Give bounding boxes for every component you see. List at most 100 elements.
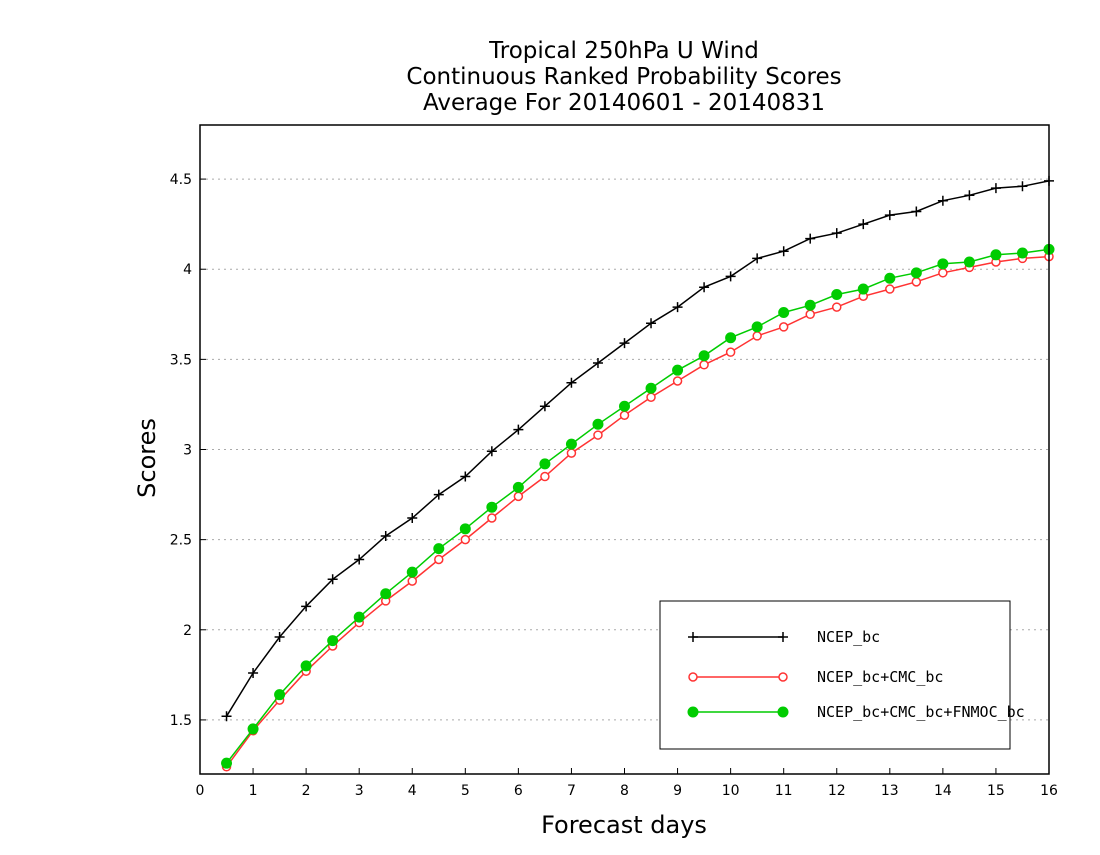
legend-marker bbox=[777, 706, 789, 718]
data-point bbox=[619, 338, 630, 349]
data-point bbox=[565, 438, 577, 450]
data-point bbox=[831, 288, 843, 300]
data-point bbox=[699, 360, 709, 370]
data-point bbox=[725, 347, 736, 357]
legend-marker bbox=[688, 632, 698, 642]
data-point bbox=[406, 566, 418, 578]
chart-title: Tropical 250hPa U Wind Continuous Ranked… bbox=[406, 38, 841, 116]
data-point bbox=[433, 543, 445, 555]
data-point bbox=[646, 392, 656, 402]
data-point bbox=[301, 601, 312, 612]
x-tick-label: 14 bbox=[934, 783, 952, 799]
data-point bbox=[911, 277, 922, 287]
y-tick-label: 3.5 bbox=[170, 352, 192, 368]
data-point bbox=[672, 302, 683, 313]
legend-item: NCEP_bc+CMC_bc bbox=[688, 668, 943, 686]
data-point bbox=[699, 282, 710, 293]
data-point bbox=[752, 331, 762, 341]
title-line-2: Continuous Ranked Probability Scores bbox=[406, 64, 841, 90]
data-point bbox=[592, 418, 604, 430]
data-point bbox=[247, 723, 259, 735]
legend-marker bbox=[778, 672, 788, 682]
x-tick-label: 15 bbox=[987, 783, 1005, 799]
x-tick-label: 7 bbox=[567, 783, 576, 799]
x-tick-label: 1 bbox=[249, 783, 258, 799]
data-point bbox=[407, 576, 417, 586]
x-tick-label: 5 bbox=[461, 783, 470, 799]
data-point bbox=[459, 523, 471, 535]
data-point bbox=[274, 689, 286, 701]
data-point bbox=[858, 219, 869, 230]
series-0 bbox=[221, 175, 1054, 722]
data-point bbox=[751, 321, 763, 333]
data-point bbox=[274, 631, 285, 642]
title-line-3: Average For 20140601 - 20140831 bbox=[423, 90, 825, 116]
data-point bbox=[248, 668, 259, 679]
data-point bbox=[353, 611, 365, 623]
x-tick-label: 13 bbox=[881, 783, 899, 799]
y-axis-label: Scores bbox=[133, 418, 161, 498]
data-point bbox=[672, 376, 683, 386]
data-point bbox=[619, 410, 630, 420]
x-axis-ticks: 0 1 2 3 4 5 6 7 8 9 10 11 12 13 14 15 16 bbox=[196, 768, 1058, 799]
y-tick-label: 3 bbox=[183, 443, 192, 459]
data-point bbox=[804, 299, 816, 311]
x-tick-label: 10 bbox=[722, 783, 740, 799]
data-point bbox=[354, 554, 365, 565]
data-point bbox=[327, 574, 338, 585]
legend-label: NCEP_bc bbox=[817, 628, 880, 646]
legend-label: NCEP_bc+CMC_bc bbox=[817, 668, 943, 686]
x-tick-label: 4 bbox=[408, 783, 417, 799]
data-point bbox=[539, 458, 551, 470]
series-2 bbox=[221, 243, 1055, 769]
data-point bbox=[832, 302, 842, 312]
y-tick-label: 4.5 bbox=[170, 172, 192, 188]
data-point bbox=[672, 364, 684, 376]
data-point bbox=[725, 332, 737, 344]
legend-marker bbox=[687, 706, 699, 718]
legend-item: NCEP_bc+CMC_bc+FNMOC_bc bbox=[687, 703, 1025, 721]
data-point bbox=[778, 306, 790, 318]
y-tick-label: 2 bbox=[183, 623, 192, 639]
data-point bbox=[698, 350, 710, 362]
y-tick-label: 1.5 bbox=[170, 713, 192, 729]
x-tick-label: 8 bbox=[620, 783, 629, 799]
data-point bbox=[1016, 247, 1028, 259]
y-axis-ticks: 1.5 2 2.5 3 3.5 4 4.5 bbox=[170, 172, 206, 729]
x-tick-label: 0 bbox=[196, 783, 205, 799]
data-point bbox=[487, 513, 497, 523]
data-point bbox=[990, 183, 1001, 194]
data-point bbox=[805, 233, 816, 244]
x-tick-label: 9 bbox=[673, 783, 682, 799]
data-point bbox=[884, 272, 896, 284]
legend-item: NCEP_bc bbox=[688, 628, 880, 646]
data-point bbox=[831, 228, 842, 239]
data-point bbox=[778, 322, 789, 332]
y-tick-label: 2.5 bbox=[170, 533, 192, 549]
data-point bbox=[752, 253, 763, 264]
series-lines bbox=[221, 175, 1055, 772]
data-point bbox=[486, 501, 498, 513]
legend: NCEP_bc NCEP_bc+CMC_bc NCEP_bc+CMC_bc+FNMO… bbox=[659, 600, 1025, 750]
data-point bbox=[434, 554, 444, 565]
y-tick-label: 4 bbox=[183, 262, 192, 278]
data-point bbox=[539, 401, 550, 412]
data-point bbox=[593, 430, 603, 440]
x-axis-label: Forecast days bbox=[541, 811, 707, 839]
data-point bbox=[964, 190, 975, 201]
data-point bbox=[646, 318, 657, 329]
x-tick-label: 3 bbox=[355, 783, 364, 799]
data-point bbox=[885, 284, 895, 294]
data-point bbox=[884, 210, 895, 221]
data-point bbox=[910, 267, 922, 279]
data-point bbox=[725, 271, 736, 282]
data-point bbox=[460, 471, 471, 482]
data-point bbox=[407, 513, 418, 524]
data-point bbox=[619, 400, 630, 412]
data-point bbox=[1017, 181, 1028, 192]
data-point bbox=[433, 489, 444, 500]
legend-box bbox=[659, 600, 1011, 750]
x-tick-label: 6 bbox=[514, 783, 523, 799]
